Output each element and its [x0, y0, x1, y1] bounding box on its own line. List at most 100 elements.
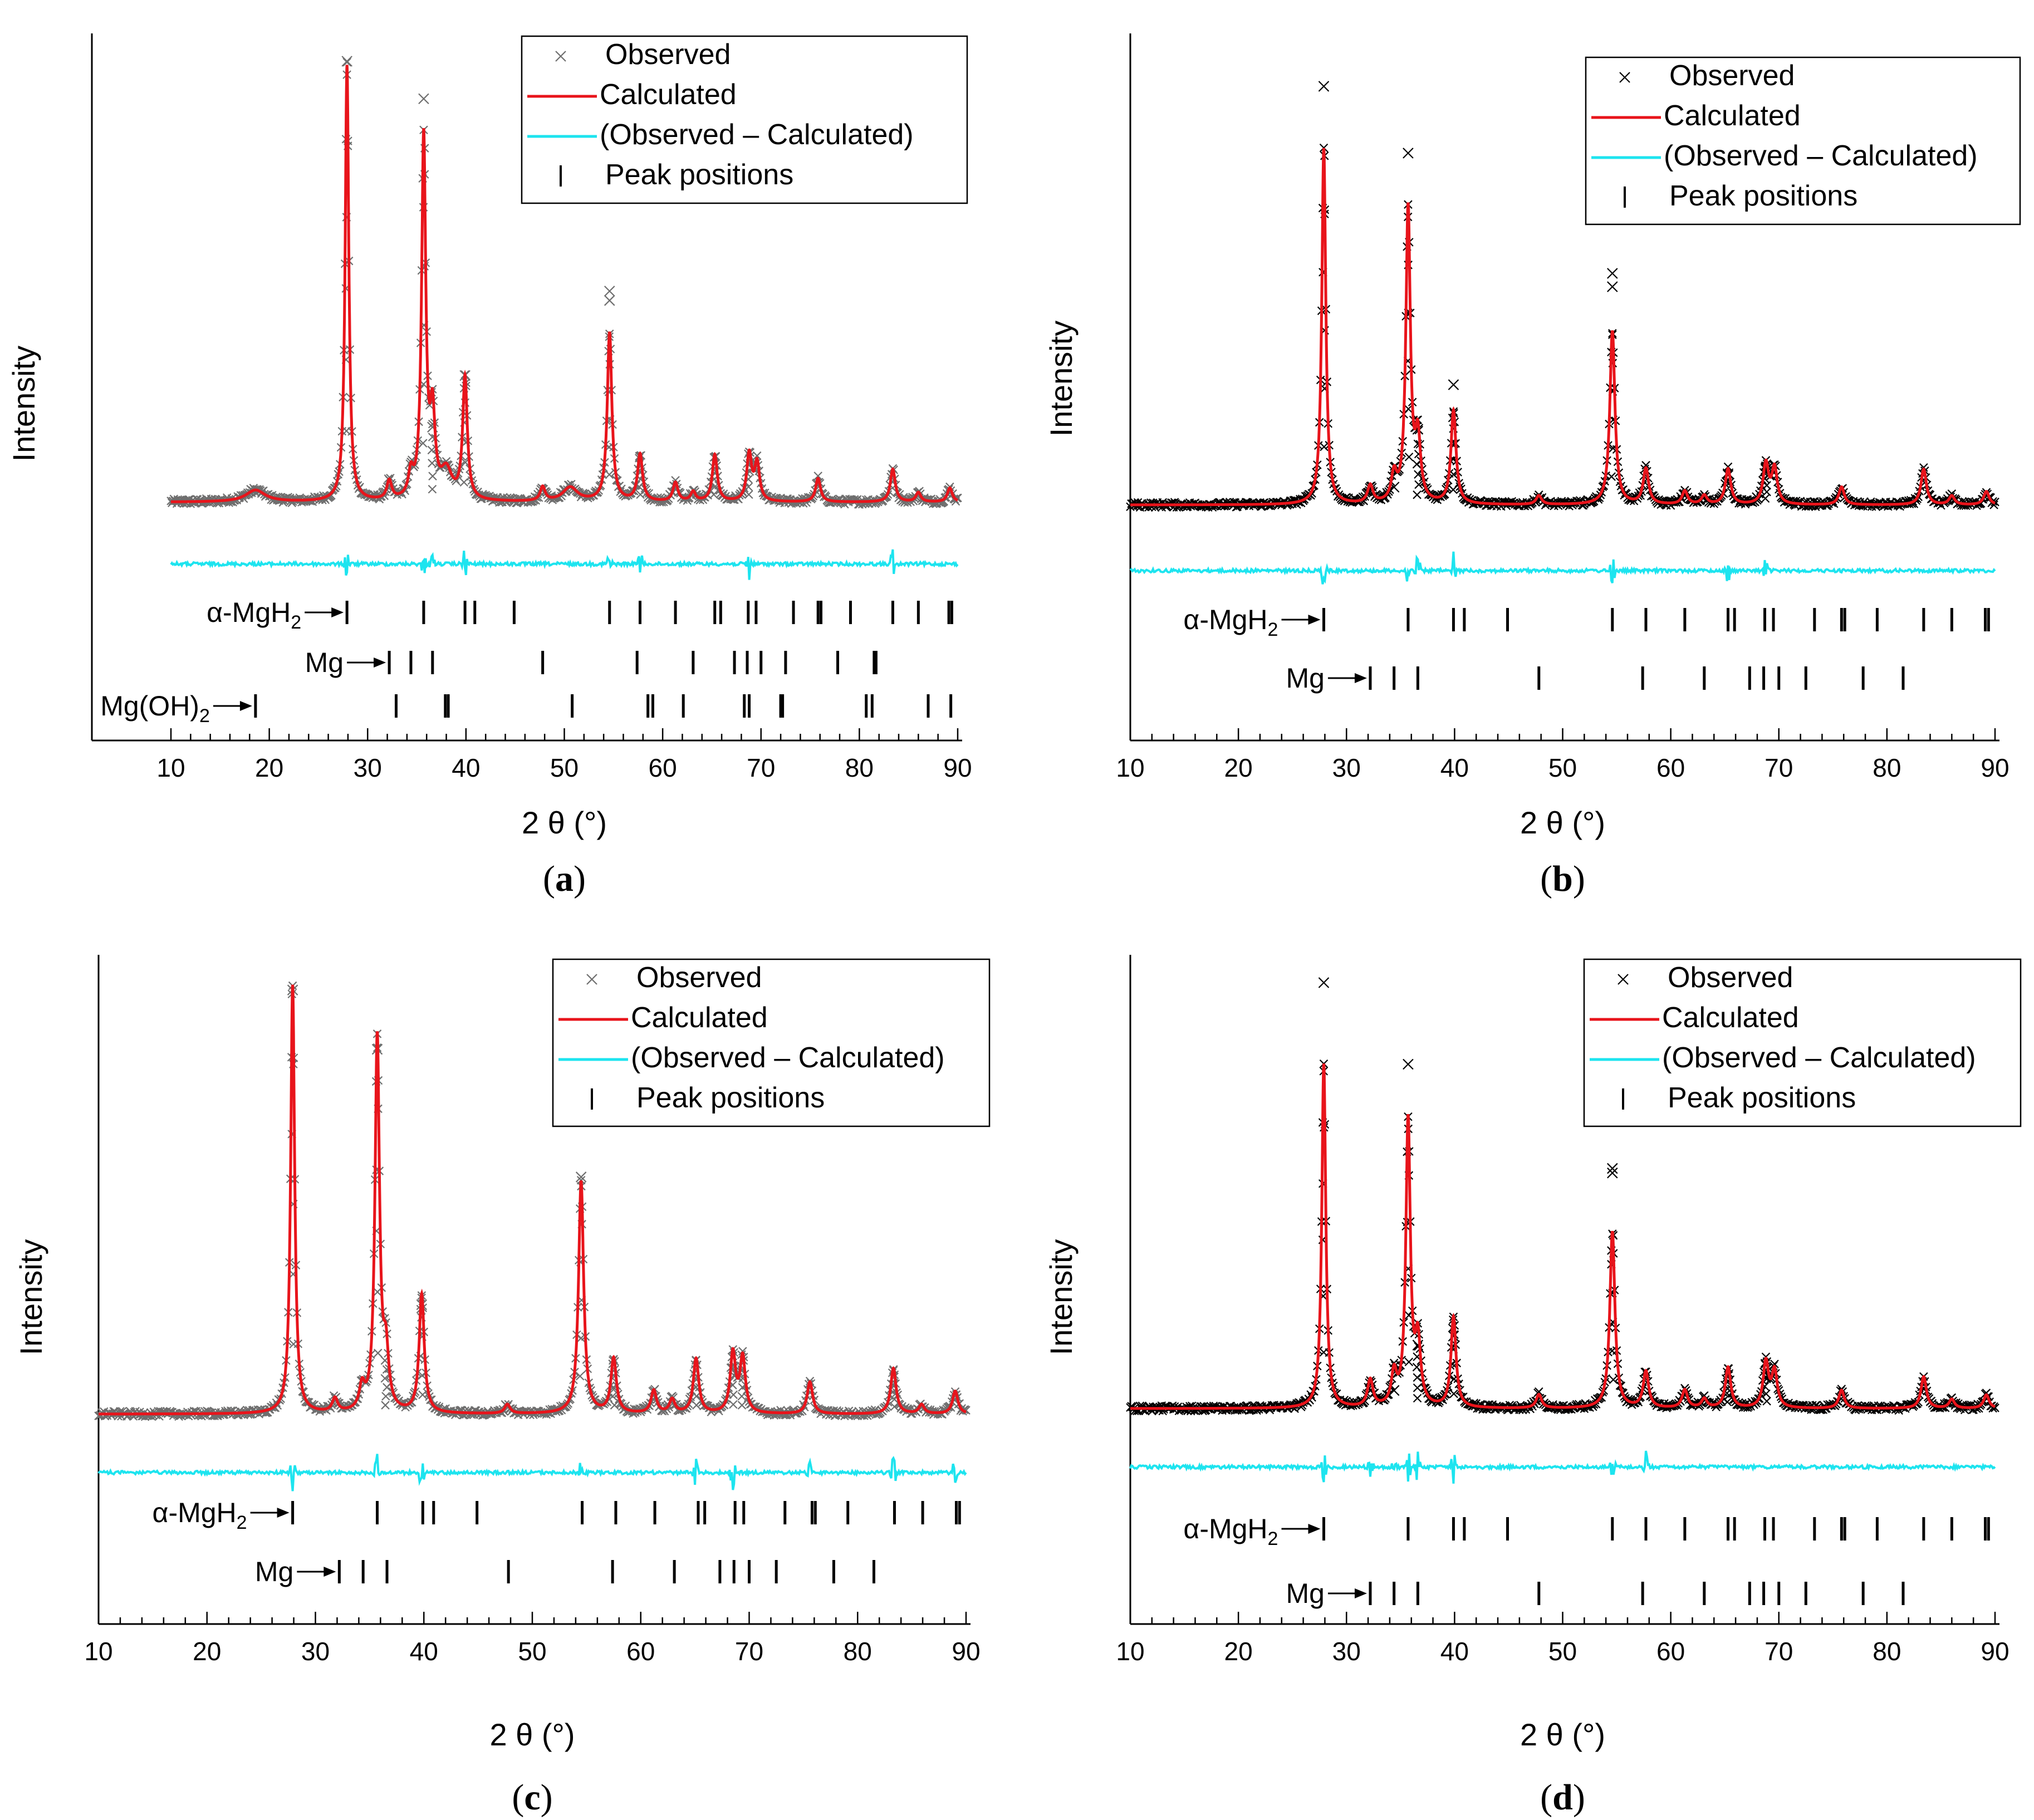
phase-row: Mg: [255, 1556, 875, 1587]
legend-entry-label: Calculated: [631, 1002, 768, 1034]
phase-row: α-MgH2: [1183, 1513, 1990, 1549]
legend-entry-label: (Observed – Calculated): [1664, 140, 1978, 172]
legend-entry-label: Calculated: [600, 79, 737, 111]
observed-point: [1448, 1331, 1459, 1342]
observed-point: [692, 1392, 701, 1401]
phase-label: Mg: [1286, 663, 1324, 694]
panel-b: 10 20 30 40 50 60 70 80 90 2 θ (°) Intensity (b) α-M…: [1043, 33, 2021, 899]
observed-point: [342, 426, 351, 435]
phase-label-main: Mg: [255, 1556, 293, 1587]
observed-point: [729, 1390, 738, 1399]
observed-point: [1413, 1384, 1422, 1392]
x-tick-label: 80: [844, 1637, 872, 1666]
observed-point: [1762, 480, 1771, 490]
observed-point: [1607, 281, 1618, 292]
legend-entry-label: (Observed – Calculated): [631, 1042, 945, 1074]
caption-letter: a: [555, 859, 574, 899]
x-tick-label: 40: [1440, 753, 1469, 782]
phase-row: α-MgH2: [153, 1497, 961, 1533]
phase-row: Mg: [1286, 1578, 1905, 1609]
x-tick-label: 50: [518, 1637, 546, 1666]
phase-row: Mg(OH)2: [100, 690, 953, 727]
phase-label-subscript: 2: [291, 612, 301, 633]
difference-curve: [97, 1454, 967, 1492]
observed-point: [373, 1287, 382, 1297]
legend-entry-label: (Observed – Calculated): [1662, 1042, 1976, 1074]
observed-point: [737, 1392, 746, 1401]
x-axis-label: 2 θ (°): [1520, 1717, 1605, 1752]
x-tick-label: 70: [1765, 753, 1793, 782]
observed-point: [1413, 1394, 1422, 1403]
x-tick-label: 30: [1332, 753, 1361, 782]
observed-point: [636, 490, 645, 499]
observed-point: [605, 470, 614, 479]
observed-point: [342, 57, 351, 67]
x-tick-label: 20: [1224, 1637, 1253, 1666]
legend-entry-label: Observed: [636, 961, 762, 994]
phase-row: Mg: [1286, 663, 1905, 694]
phase-arrow-head: [324, 1567, 336, 1577]
phase-label-main: Mg: [1286, 1578, 1324, 1609]
phase-label-main: Mg: [305, 647, 344, 678]
y-axis-label: Intensity: [13, 1239, 48, 1356]
caption-open: (: [543, 859, 555, 899]
x-tick-label: 80: [845, 753, 874, 782]
y-axis-label: Intensity: [1043, 1239, 1079, 1356]
legend-entry-label: Observed: [605, 38, 731, 71]
phase-arrow-head: [331, 607, 344, 617]
observed-point: [428, 484, 437, 494]
difference-curve: [1129, 1450, 1996, 1484]
observed-point: [604, 286, 615, 297]
phase-label: α-MgH2: [153, 1497, 247, 1533]
x-tick-label: 90: [1981, 753, 2009, 782]
phase-label: Mg: [255, 1556, 293, 1587]
observed-point: [1609, 1375, 1618, 1384]
caption-letter: c: [524, 1777, 540, 1818]
x-tick-label: 80: [1873, 753, 1901, 782]
x-tick-label: 20: [255, 753, 283, 782]
legend-entry-label: Peak positions: [605, 159, 793, 191]
legend: Observed Calculated (Observed – Calculated…: [1585, 56, 2021, 225]
x-tick-label: 60: [649, 753, 677, 782]
observed-point: [1607, 1167, 1618, 1179]
caption-open: (: [512, 1777, 524, 1818]
x-tick-label: 70: [735, 1637, 763, 1666]
observed-point: [709, 490, 718, 499]
observed-point: [1761, 494, 1770, 503]
observed-point: [953, 493, 962, 503]
x-tick-label: 10: [156, 753, 185, 782]
phase-row: α-MgH2: [1183, 604, 1990, 640]
caption-letter: b: [1552, 859, 1573, 899]
legend-observed-marker: [555, 51, 566, 62]
x-tick-label: 60: [626, 1637, 655, 1666]
x-tick-label: 10: [84, 1637, 112, 1666]
observed-point: [604, 295, 615, 306]
phase-label: α-MgH2: [1183, 604, 1278, 640]
observed-point: [1413, 1373, 1422, 1382]
observed-point: [1448, 379, 1459, 390]
observed-point: [1403, 1058, 1414, 1070]
legend-entry-label: Calculated: [1662, 1002, 1799, 1034]
observed-point: [381, 1392, 390, 1401]
panel-d: 10 20 30 40 50 60 70 80 90 2 θ (°) Intensity (d) α-M…: [1043, 955, 2022, 1818]
x-tick-label: 90: [943, 753, 972, 782]
x-tick-label: 20: [1224, 753, 1253, 782]
observed-point: [1318, 977, 1330, 988]
phase-arrow-head: [1354, 1588, 1367, 1598]
phase-row: α-MgH2: [207, 597, 953, 633]
y-axis-label: Intensity: [6, 346, 41, 462]
panel-caption: (a): [543, 859, 586, 899]
panel-c: 10 20 30 40 50 60 70 80 90 2 θ (°) Intensity (c) α-M…: [13, 955, 991, 1818]
x-axis-label: 2 θ (°): [522, 805, 607, 840]
legend-entry-label: Observed: [1668, 961, 1793, 994]
legend-entry-label: (Observed – Calculated): [600, 119, 914, 151]
x-tick-label: 30: [354, 753, 382, 782]
legend: Observed Calculated (Observed – Calculated…: [521, 35, 968, 204]
observed-point: [383, 1383, 391, 1392]
x-tick-label: 70: [1765, 1637, 1793, 1666]
legend-entry-label: Peak positions: [1668, 1082, 1856, 1114]
observed-point: [427, 445, 437, 455]
observed-point: [373, 1348, 383, 1358]
phase-arrow-head: [374, 658, 386, 668]
